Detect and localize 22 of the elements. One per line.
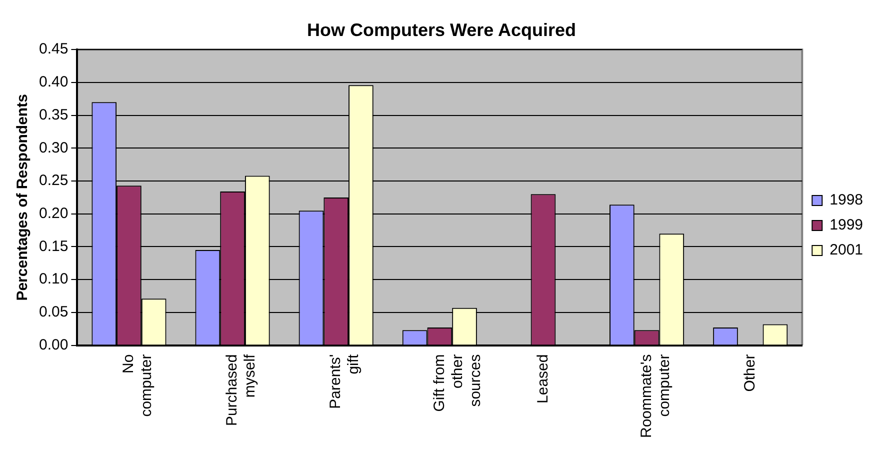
y-tick-label: 0.20 <box>38 205 68 222</box>
x-tick-label: Parents' gift <box>327 353 362 409</box>
y-tick-label: 0.35 <box>38 106 68 124</box>
x-tick-label: No computer <box>120 354 156 417</box>
y-tick-label: 0.15 <box>38 238 68 255</box>
x-tick-label: Other <box>741 354 758 392</box>
y-tick-label: 0.25 <box>38 172 68 190</box>
y-tick-label: 0.00 <box>38 336 68 354</box>
x-tick-label: Gift from other sources <box>430 354 484 412</box>
legend-label: 1998 <box>830 192 864 209</box>
x-tick-label: Leased <box>534 354 552 404</box>
y-tick-label: 0.45 <box>38 40 68 58</box>
y-tick-label: 0.05 <box>38 304 68 321</box>
legend-label: 1999 <box>830 216 864 234</box>
x-tick-label: Purchased myself <box>224 353 259 426</box>
x-tick-label: Roommate's computer <box>638 354 673 438</box>
y-tick-label: 0.40 <box>38 74 68 91</box>
y-axis-title: Percentages of Respondents <box>14 94 32 301</box>
legend-label: 2001 <box>830 242 864 259</box>
chart-title: How Computers Were Acquired <box>306 20 576 40</box>
y-tick-label: 0.10 <box>38 270 68 288</box>
y-tick-label: 0.30 <box>38 139 68 156</box>
